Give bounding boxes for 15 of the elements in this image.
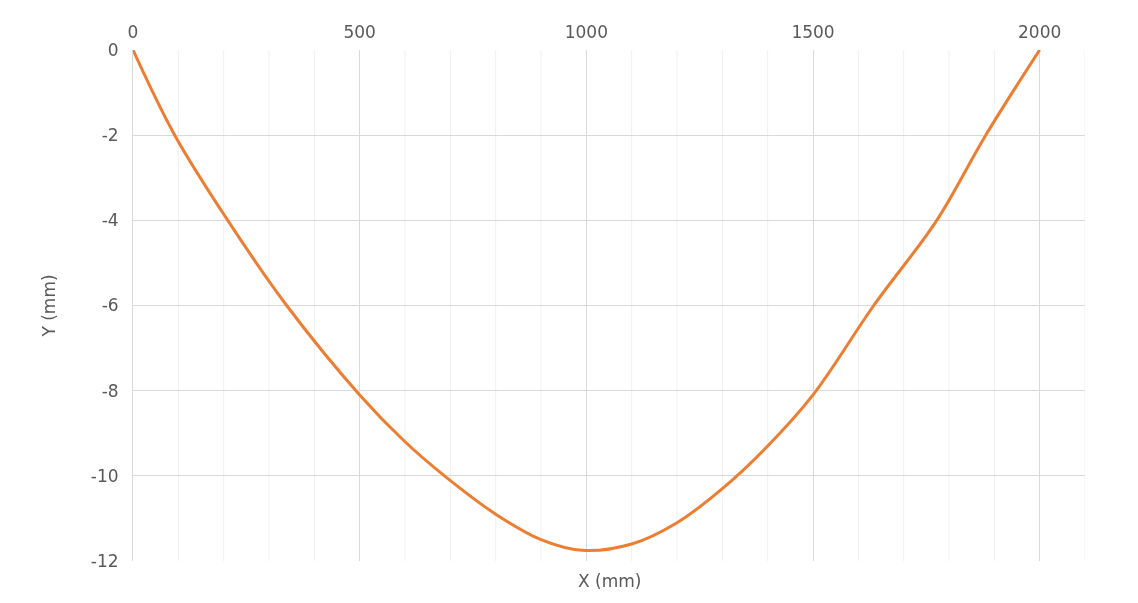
y-tick-label: -4 [101, 210, 119, 231]
x-tick-label: 2000 [1018, 21, 1062, 42]
y-tick-label: -10 [90, 465, 119, 486]
y-axis-title: Y (mm) [39, 274, 60, 338]
x-tick-label: 0 [127, 21, 139, 42]
y-tick-label: -2 [101, 125, 119, 146]
y-tick-label: -12 [90, 550, 119, 571]
x-tick-label: 500 [343, 21, 376, 42]
x-tick-label: 1000 [564, 21, 608, 42]
y-tick-label: -8 [101, 380, 119, 401]
x-axis-title: X (mm) [578, 571, 642, 591]
x-tick-label: 1500 [791, 21, 835, 42]
line-series [133, 50, 1042, 552]
y-tick-label: -6 [101, 295, 119, 316]
y-tick-label: 0 [107, 39, 119, 60]
